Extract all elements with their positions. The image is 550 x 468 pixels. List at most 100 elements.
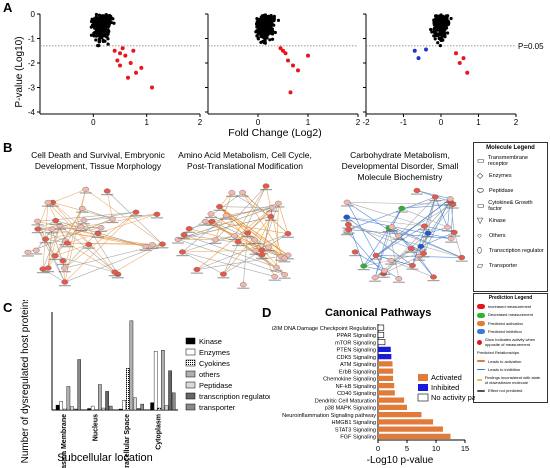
network-node [220,271,227,277]
bar-transcription-regulator [73,408,78,411]
network-edge [391,226,462,258]
pathway-label: Chemokine Signaling [323,377,376,383]
network-node-label [91,236,104,238]
data-point [98,32,102,36]
data-point [429,27,433,32]
pathway-label: CDK5 Signaling [337,355,377,361]
prediction-legend-label: Predicted inhibition [488,328,522,334]
data-point [268,21,272,26]
network-node-label [340,234,353,236]
network-edge [219,206,248,234]
network-node-label [414,249,427,251]
network-node-label [53,228,66,230]
category-label: Cytoplasm [156,414,163,450]
prediction-legend-item: Decreased measurement [477,312,544,318]
molecule-legend-label: Transmembrane receptor [487,154,529,167]
network-edge [177,239,285,275]
data-point [256,30,260,34]
pathways-legend-label: Activated [431,373,462,382]
bar-transporter [140,403,145,411]
network-edge [401,198,451,209]
network-node [421,223,428,229]
downregulated-point [424,47,428,52]
molecule-legend-label: Kinase [489,217,506,224]
data-point [107,13,112,18]
volcano-ylabel: P-value (Log10) [14,36,25,107]
volcano-xtick-label: 0 [256,118,261,127]
network-node-label [106,221,119,224]
upregulated-point [150,85,154,90]
upregulated-point [123,53,128,58]
network-node-label [427,280,440,282]
bar-transcription-regulator [105,391,109,411]
bar-others [98,384,102,411]
network-edge [51,219,84,230]
network-node-label [199,224,212,226]
network-edge [42,202,49,270]
network-node-label [31,224,44,226]
panel-label-a: A [3,0,13,15]
data-point [106,42,110,46]
prediction-legend-item: Predicted inhibition [477,329,544,334]
prediction-legend-item: Glow Indicates activity when opposite of… [477,337,544,347]
legend-label: Kinase [199,337,222,346]
data-point [438,44,442,48]
pathway-label: NF-kB Signaling [336,384,376,390]
pathway-bar [378,383,395,389]
volcano-xtick-label: 0 [439,118,444,127]
bar-others [161,350,165,411]
data-point [264,31,269,35]
data-point [261,40,265,44]
legend-label: transporter [199,403,236,412]
network-node-label [249,253,262,255]
data-point [269,30,274,34]
network-node [59,258,67,264]
upregulated-point [118,63,122,68]
network-node-label [370,258,383,260]
network-node-label [392,281,405,283]
pathway-label: p38 MAPK Signaling [325,406,376,412]
bar-peptidase [164,405,169,411]
network-node-label [228,238,241,241]
pathway-bar [378,426,443,432]
data-point [109,20,113,25]
network-edge [83,211,137,221]
bar-kinase [150,402,154,411]
network-node-label [260,189,273,191]
network-node-label [444,201,457,204]
data-point [437,36,441,41]
legend-shape-icon: ○ [477,231,482,240]
prediction-legend: Prediction Legend Increased measurement D… [473,293,548,403]
network-edge [347,202,453,205]
network-edge [67,242,119,275]
network-node [48,226,56,232]
network-node-label [357,269,370,271]
data-point [101,38,105,42]
data-point [270,37,275,41]
pathway-label: FGF Signaling [340,435,376,441]
data-point [108,18,112,22]
network-edge [196,207,273,270]
network-node [51,253,59,259]
molecule-legend: Molecule Legend ▭ Transmembrane receptor ◇… [473,142,548,292]
network-edge [234,185,267,236]
network-node [34,218,41,224]
network-node [82,186,90,192]
network-edge [276,203,279,268]
prediction-legend-label: Increased measurement [488,304,532,310]
network-node-label [342,232,355,234]
network-edge [106,190,163,245]
upregulated-point [118,51,122,56]
pathways-legend-swatch [418,374,428,381]
network-edge [47,202,90,245]
network-node [61,279,69,285]
data-point [95,16,99,20]
data-point [259,40,263,44]
network-node [174,236,182,243]
network-edge [219,192,233,207]
network-node-label [236,195,249,197]
bar-kinase [55,404,60,411]
network-edge [412,196,436,266]
network-node-label [369,280,382,282]
prediction-legend-items: Increased measurement Decreased measureme… [477,304,544,393]
